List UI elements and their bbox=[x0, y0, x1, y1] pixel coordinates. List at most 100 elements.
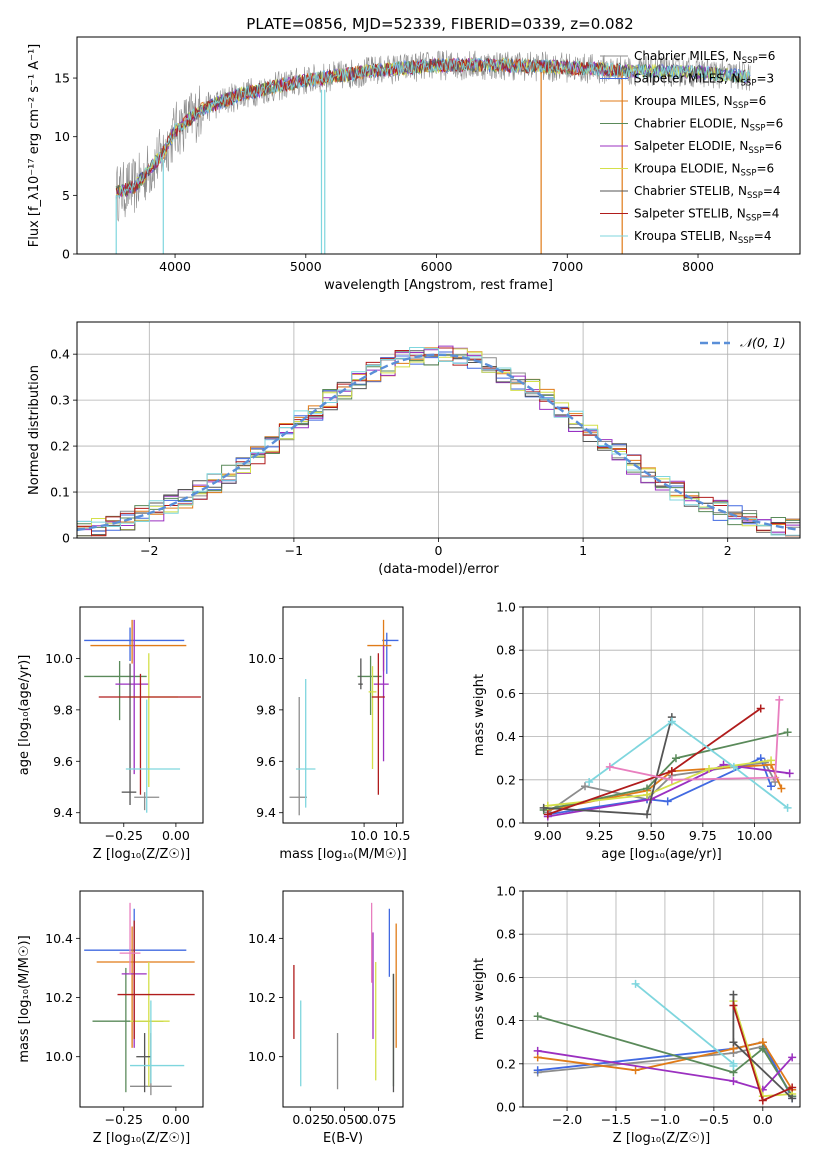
y-tick-label: 10.0 bbox=[248, 651, 276, 666]
weight-marker bbox=[643, 790, 652, 799]
y-axis-label: Normed distribution bbox=[27, 365, 42, 495]
legend-label: Chabrier ELODIE, NSSP=6 bbox=[634, 117, 783, 134]
weight-marker bbox=[788, 1094, 797, 1103]
legend-label: Salpeter MILES, NSSP=3 bbox=[634, 72, 774, 89]
x-tick-label: 9.00 bbox=[534, 828, 562, 843]
legend-subscript: SSP bbox=[750, 124, 766, 134]
x-tick-label: 0.050 bbox=[326, 1112, 362, 1127]
legend-model-name: Chabrier MILES, N bbox=[634, 49, 742, 63]
y-tick-label: 1.0 bbox=[496, 884, 516, 899]
legend-model-name: Kroupa MILES, N bbox=[634, 94, 733, 108]
x-tick-label: −2 bbox=[140, 543, 158, 558]
weight-marker bbox=[667, 717, 676, 726]
y-tick-label: 10.0 bbox=[248, 1049, 276, 1064]
weight-marker bbox=[771, 773, 780, 782]
axes-frame bbox=[522, 606, 801, 824]
error-bars bbox=[84, 902, 195, 1096]
x-tick-label: 0.025 bbox=[292, 1112, 328, 1127]
weight-lines bbox=[539, 695, 794, 821]
weight-marker bbox=[777, 784, 786, 793]
x-tick-label: 9.75 bbox=[689, 828, 717, 843]
weight-marker bbox=[788, 1083, 797, 1092]
chart-mass-vs-Z: −0.25 0.00 10.0 10.2 10.4 Z [log₁₀(Z/Z☉)] mass… bbox=[17, 890, 204, 1146]
chart-spectrum: 4000 5000 6000 7000 8000 0 5 10 15 wavelength [An… bbox=[27, 36, 801, 293]
axes-frame bbox=[79, 606, 204, 824]
x-axis-label: Z [log₁₀(Z/Z☉)] bbox=[613, 1131, 710, 1146]
x-tick-label: −0.25 bbox=[105, 828, 143, 843]
legend-subscript: SSP bbox=[741, 79, 757, 89]
y-tick-label: 10.2 bbox=[45, 990, 73, 1005]
chart-residuals: −2 −1 0 1 2 0 0.1 0.2 0.3 0.4 (data-model)/error No… bbox=[27, 321, 801, 577]
legend-subscript: SSP bbox=[742, 56, 758, 66]
legend-nssp: =6 bbox=[766, 117, 784, 131]
x-axis-label: (data-model)/error bbox=[378, 562, 499, 577]
legend-label: Salpeter STELIB, NSSP=4 bbox=[634, 207, 779, 224]
error-bars bbox=[84, 619, 201, 813]
legend-subscript: SSP bbox=[746, 214, 762, 224]
y-tick-label: 0.0 bbox=[496, 816, 516, 831]
x-tick-label: 7000 bbox=[551, 259, 583, 274]
weight-lines bbox=[533, 979, 797, 1105]
legend-model-name: Chabrier STELIB, N bbox=[634, 184, 747, 198]
x-tick-label: −1.5 bbox=[601, 1112, 631, 1127]
legend-subscript: SSP bbox=[733, 101, 749, 111]
chart-weight-vs-age: 9.00 9.25 9.50 9.75 10.00 0.0 0.2 0.4 0.6 0.8 1.0 a… bbox=[472, 600, 801, 862]
x-tick-label: 5000 bbox=[290, 259, 322, 274]
x-tick-label: 9.25 bbox=[586, 828, 614, 843]
x-tick-label: 8000 bbox=[682, 259, 714, 274]
legend-label: Salpeter ELODIE, NSSP=6 bbox=[634, 139, 782, 156]
y-tick-label: 0.6 bbox=[496, 686, 516, 701]
legend-model-name: Salpeter MILES, N bbox=[634, 72, 741, 86]
weight-series-line bbox=[537, 1049, 793, 1091]
x-tick-label: 9.50 bbox=[637, 828, 665, 843]
legend-model-name: Salpeter ELODIE, N bbox=[634, 139, 748, 153]
y-axis-label: Flux [f_λ10⁻¹⁷ erg cm⁻² s⁻¹ A⁻¹] bbox=[27, 44, 42, 248]
y-tick-label: 0.2 bbox=[496, 772, 516, 787]
x-tick-label: 10.00 bbox=[737, 828, 773, 843]
legend-label: 𝒩(0, 1) bbox=[740, 335, 786, 350]
weight-marker bbox=[581, 782, 590, 791]
legend-nssp: =4 bbox=[762, 207, 780, 221]
y-tick-label: 0.0 bbox=[496, 1100, 516, 1115]
chart-weight-vs-Z: −2.0 −1.5 −1.0 −0.5 0.0 0.0 0.2 0.4 0.6 0.8 1.0 Z [… bbox=[472, 884, 801, 1146]
y-tick-label: 9.6 bbox=[53, 754, 73, 769]
x-tick-label: −0.25 bbox=[105, 1112, 143, 1127]
x-tick-label: 0.0 bbox=[753, 1112, 773, 1127]
legend-model-name: Chabrier ELODIE, N bbox=[634, 117, 750, 131]
x-tick-label: −1.0 bbox=[650, 1112, 680, 1127]
weight-marker bbox=[705, 765, 714, 773]
legend-subscript: SSP bbox=[748, 146, 764, 156]
y-tick-label: 9.8 bbox=[256, 702, 276, 717]
y-tick-label: 10 bbox=[54, 129, 70, 144]
legend-nssp: =6 bbox=[756, 162, 774, 176]
y-tick-label: 10.4 bbox=[248, 931, 276, 946]
x-tick-label: 1 bbox=[579, 543, 587, 558]
legend-nssp: =4 bbox=[754, 229, 772, 243]
weight-marker bbox=[729, 1061, 738, 1070]
x-tick-label: 0.00 bbox=[162, 828, 190, 843]
axes-frame bbox=[282, 606, 404, 824]
y-tick-label: 0 bbox=[62, 247, 70, 262]
legend-label: Chabrier STELIB, NSSP=4 bbox=[634, 184, 781, 201]
legend: 𝒩(0, 1) bbox=[700, 335, 786, 350]
y-axis-label: mass [log₁₀(M/M☉)] bbox=[17, 935, 32, 1062]
weight-marker bbox=[758, 1096, 767, 1105]
y-axis-label: mass weight bbox=[472, 958, 487, 1040]
axes-frame bbox=[282, 890, 404, 1108]
y-tick-label: 0.2 bbox=[496, 1056, 516, 1071]
x-tick-label: 2 bbox=[724, 543, 732, 558]
weight-marker bbox=[788, 1053, 797, 1062]
weight-series-line bbox=[547, 763, 790, 818]
weight-marker bbox=[543, 810, 552, 819]
x-tick-label: 0 bbox=[435, 543, 443, 558]
y-tick-label: 0.4 bbox=[496, 1013, 516, 1028]
weight-marker bbox=[756, 754, 765, 763]
chart-age-vs-Z: −0.25 0.00 9.4 9.6 9.8 10.0 Z [log₁₀(Z/Z☉)] age… bbox=[17, 606, 204, 862]
figure-title: PLATE=0856, MJD=52339, FIBERID=0339, z=0… bbox=[246, 15, 633, 33]
weight-marker bbox=[767, 782, 776, 791]
y-tick-label: 10.0 bbox=[45, 1049, 73, 1064]
axes-frame bbox=[79, 890, 204, 1108]
weight-marker bbox=[729, 1001, 738, 1010]
weight-marker bbox=[539, 803, 548, 812]
